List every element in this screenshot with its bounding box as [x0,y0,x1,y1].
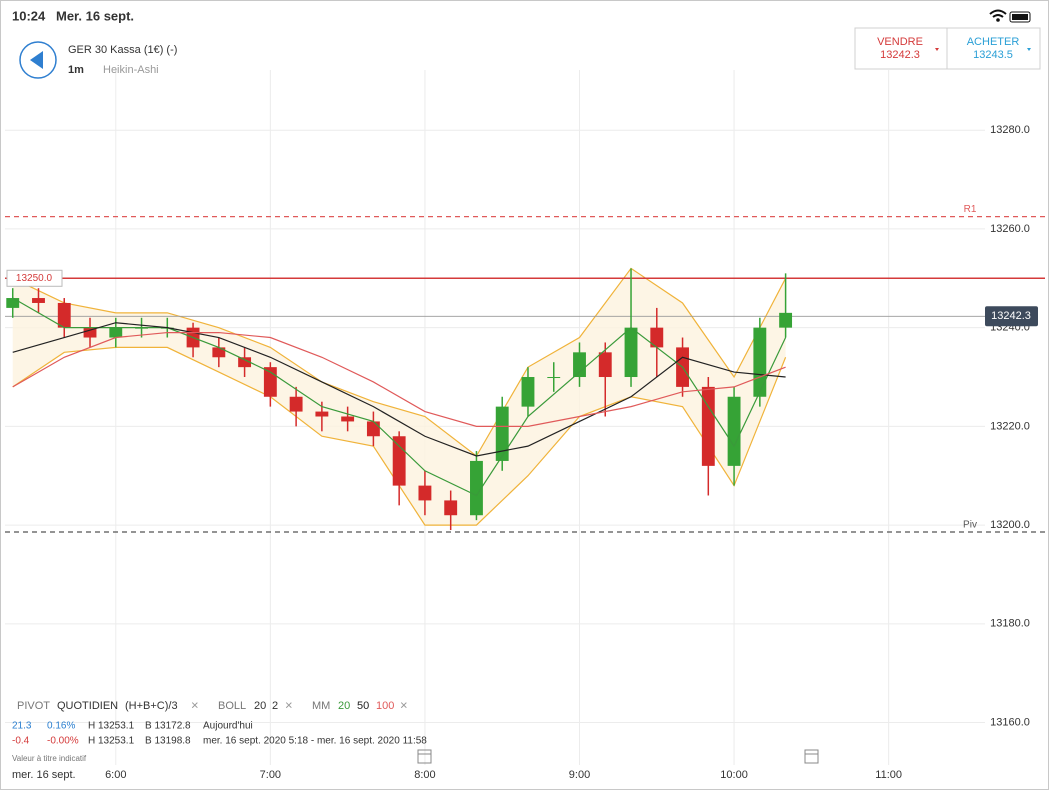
interval[interactable]: 1m [68,64,84,76]
alert-tag [6,269,63,287]
candle-body [521,377,535,407]
moving-average [12,331,786,427]
legend-entry: 50 [357,700,369,712]
candle-body [444,500,458,516]
candle-body [341,416,355,422]
candle-body [547,377,561,379]
battery-level [1012,14,1028,20]
y-tick-label: 13200.0 [990,519,1030,531]
x-tick-label: 9:00 [569,769,590,781]
candle-body [57,302,71,328]
moving-average [12,322,786,457]
back-arrow[interactable] [30,51,43,69]
boll-name: BOLL [218,700,246,712]
candle-body [495,406,509,461]
x-tick-label: 10:00 [720,769,748,781]
candle-body [315,411,329,417]
indicator-value: -0.00% [47,736,79,747]
mm-close[interactable]: × [400,697,408,712]
price-tag-label: 13242.3 [991,310,1031,322]
status-time: 10:24 [12,8,46,23]
indicator-value: B 13172.8 [145,721,191,732]
indicator-value: 0.16% [47,721,75,732]
wifi-dot [996,18,1000,22]
x-tick-label: 11:00 [875,769,902,781]
calendar-box[interactable] [417,749,432,764]
candle-body [624,327,638,378]
wifi-icon [989,9,1007,18]
candle-body [32,298,45,303]
indicator-rows: 21.3 0.16% H 13253.1 B 13172.8 Aujourd'hui -0… [12,721,427,747]
candle-body [366,421,380,437]
sell-label[interactable]: VENDRE [877,36,923,48]
calendar-icon[interactable] [804,749,819,764]
pivot-level-label: Piv [963,520,977,531]
x-tick-label: 7:00 [260,769,281,781]
sell-caret [935,48,939,51]
candle-body [238,357,252,368]
indicator-value: B 13198.8 [145,736,191,747]
instrument-title[interactable]: GER 30 Kassa (1€) (-) [68,44,177,56]
y-tick-label: 13280.0 [990,124,1030,136]
battery-icon [1009,11,1031,23]
x-axis-date: mer. 16 sept. [12,769,76,781]
status-date: Mer. 16 sept. [56,8,134,23]
alert-label: 13250.0 [16,273,53,284]
calendar-icon[interactable] [417,749,432,764]
moving-average [12,297,787,497]
candle-body [109,327,123,338]
candle-body [418,485,432,501]
pivot-name: PIVOT [17,700,50,712]
candle-body [573,352,586,378]
boll-deviation: 2 [272,700,278,712]
mm-name: MM [312,700,330,712]
indicator-value: H 13253.1 [88,736,135,747]
candle-body [650,327,664,348]
note: Valeur à titre indicatif [12,754,87,763]
calendar-box[interactable] [804,749,819,764]
buy-label[interactable]: ACHETER [967,36,1020,48]
pivot-level-label: R1 [964,204,977,215]
candle-body [598,352,612,378]
legend-entry: 100 [376,700,394,712]
pivot-formula: (H+B+C)/3 [125,700,178,712]
buy-price[interactable]: 13243.5 [973,49,1013,61]
candle-body [727,396,741,466]
y-tick-label: 13220.0 [990,420,1030,432]
candle-body [392,436,406,486]
sell-price[interactable]: 13242.3 [880,49,920,61]
pivot-period: QUOTIDIEN [57,700,118,712]
back-button[interactable] [19,41,57,79]
candle-body [289,396,303,412]
boll-length: 20 [254,700,266,712]
legend-entry: 20 [338,700,350,712]
candle-body [753,327,767,397]
candle-body [6,298,20,308]
price-tag [985,306,1038,327]
indicator-value: 21.3 [12,721,32,732]
indicator-value: -0.4 [12,736,30,747]
indicator-value: H 13253.1 [88,721,135,732]
pivot-close[interactable]: × [191,697,199,712]
boll-close[interactable]: × [285,697,293,712]
y-tick-label: 13160.0 [990,716,1030,728]
candle-body [212,347,226,358]
x-tick-label: 8:00 [414,769,435,781]
plot: 13160.013180.013200.013220.013240.013260… [5,70,1045,765]
buy-caret [1027,48,1031,51]
bollinger-upper [12,267,787,457]
indicator-value: Aujourd'hui [203,721,253,732]
candle-body [779,312,793,328]
y-tick-label: 13180.0 [990,618,1030,630]
chart-style[interactable]: Heikin-Ashi [103,64,159,76]
candle-body [701,386,715,466]
x-tick-label: 6:00 [105,769,126,781]
y-tick-label: 13260.0 [990,223,1030,235]
indicator-value: mer. 16 sept. 2020 5:18 - mer. 16 sept. … [203,736,427,747]
candle-body [470,460,483,516]
candle-body [83,327,97,338]
